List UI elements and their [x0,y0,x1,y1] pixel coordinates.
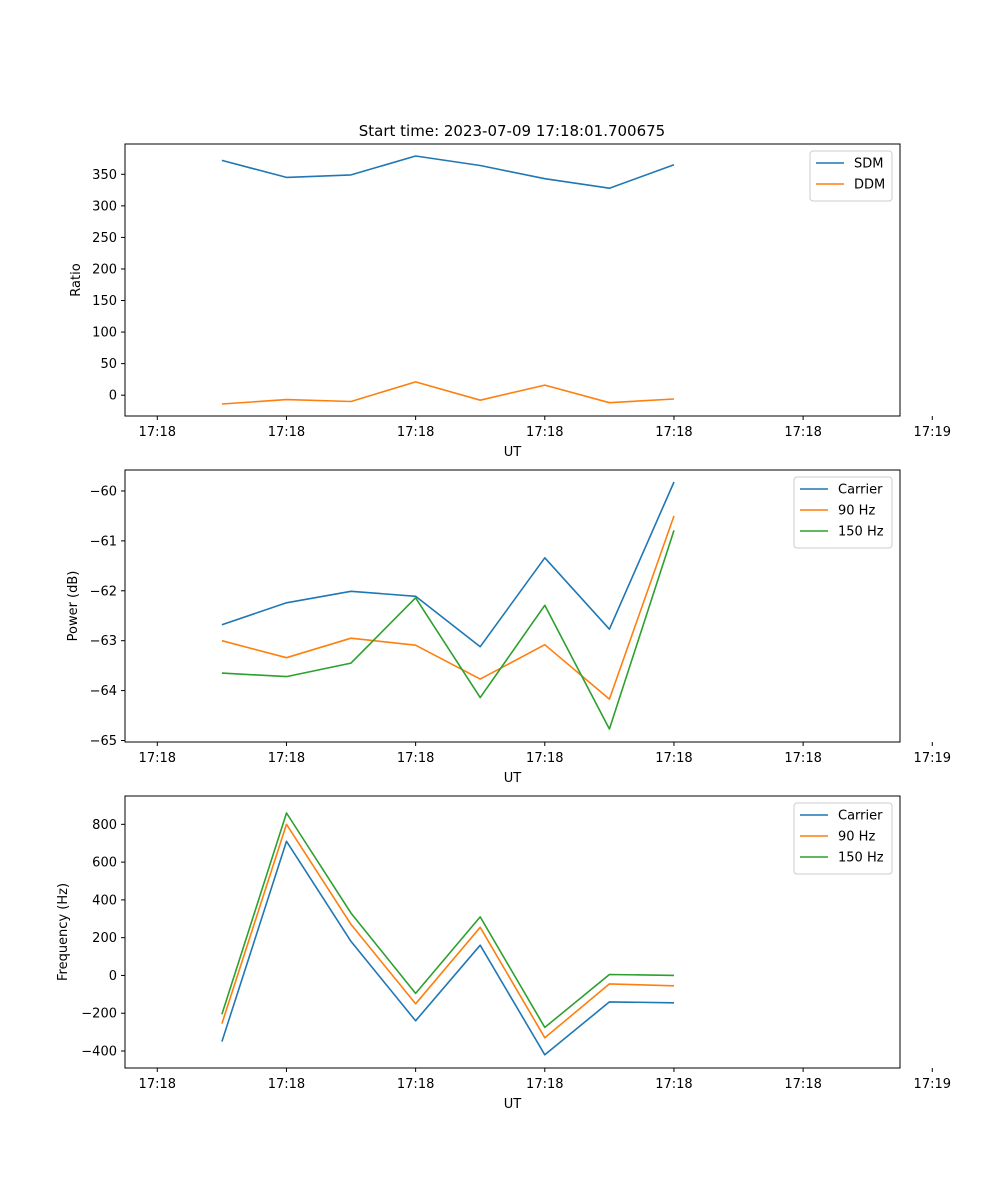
y-tick-label: −62 [90,584,117,599]
x-tick-label: 17:18 [526,751,563,766]
x-tick-label: 17:18 [655,751,692,766]
y-tick-label: 400 [92,893,117,908]
series-line-ddm [221,381,675,405]
y-tick-label: 350 [92,168,117,183]
x-tick-label: 17:18 [784,1077,821,1092]
series-line-150-hz [221,530,675,730]
y-axis-label: Power (dB) [66,571,81,642]
y-tick-label: 100 [92,326,117,341]
x-tick-label: 17:18 [397,1077,434,1092]
x-tick-label: 17:18 [784,425,821,440]
y-axis-label: Frequency (Hz) [56,883,71,981]
x-tick-label: 17:19 [914,1077,951,1092]
legend: Carrier 90 Hz 150 Hz [793,802,893,875]
y-tick-label: −200 [81,1007,117,1022]
y-tick-label: 200 [92,262,117,277]
x-tick-label: 17:18 [655,425,692,440]
x-tick-label: 17:19 [914,425,951,440]
x-tick-label: 17:18 [397,751,434,766]
plot-area-frame [124,795,901,1069]
legend-label: Carrier [838,809,883,824]
y-tick-label: −65 [90,734,117,749]
x-tick-label: 17:19 [914,751,951,766]
series-line-150-hz [221,812,675,1029]
plot-area-frame [124,469,901,743]
x-tick-label: 17:18 [268,751,305,766]
legend-label: Carrier [838,483,883,498]
y-tick-label: 800 [92,818,117,833]
x-tick-label: 17:18 [139,1077,176,1092]
y-tick-label: 200 [92,931,117,946]
y-tick-label: −64 [90,684,117,699]
legend: SDM DDM [809,150,893,202]
legend-label: 150 Hz [838,851,884,866]
series-line-sdm [221,155,675,189]
y-axis-label: Ratio [69,263,84,296]
chart-panel-3: −400 −200 0 200 400 600 800 17:18 17:18 17:18 17:1… [56,795,951,1112]
y-tick-label: −60 [90,484,117,499]
y-tick-label: 50 [100,357,117,372]
x-tick-label: 17:18 [526,425,563,440]
legend-label: DDM [854,178,885,193]
x-tick-label: 17:18 [784,751,821,766]
y-tick-label: −400 [81,1045,117,1060]
legend: Carrier 90 Hz 150 Hz [793,476,893,549]
y-tick-label: −61 [90,534,117,549]
x-axis-label: UT [504,1097,522,1112]
x-tick-label: 17:18 [655,1077,692,1092]
y-tick-label: 0 [109,969,117,984]
x-axis-label: UT [504,445,522,460]
y-tick-label: 300 [92,199,117,214]
y-tick-label: −63 [90,634,117,649]
series-line-carrier [221,840,675,1056]
x-tick-label: 17:18 [268,1077,305,1092]
legend-label: 90 Hz [838,504,875,519]
x-tick-label: 17:18 [268,425,305,440]
x-tick-label: 17:18 [397,425,434,440]
y-tick-label: 0 [109,389,117,404]
figure-title: Start time: 2023-07-09 17:18:01.700675 [359,122,665,140]
y-tick-label: 600 [92,856,117,871]
x-tick-label: 17:18 [526,1077,563,1092]
x-axis-label: UT [504,771,522,786]
legend-label: SDM [854,157,883,172]
series-line-90-hz [221,823,675,1039]
legend-label: 150 Hz [838,525,884,540]
y-tick-label: 250 [92,231,117,246]
series-line-90-hz [221,515,675,700]
x-tick-label: 17:18 [139,425,176,440]
series-line-carrier [221,481,675,648]
chart-panel-2: −65 −64 −63 −62 −61 −60 17:18 17:18 17:18 17:18 17… [66,469,951,786]
chart-panel-1: 0 50 100 150 200 250 300 350 17:18 17:18 17:18 17:1… [69,143,951,460]
plot-area-frame [124,143,901,417]
x-tick-label: 17:18 [139,751,176,766]
y-tick-label: 150 [92,294,117,309]
legend-label: 90 Hz [838,830,875,845]
